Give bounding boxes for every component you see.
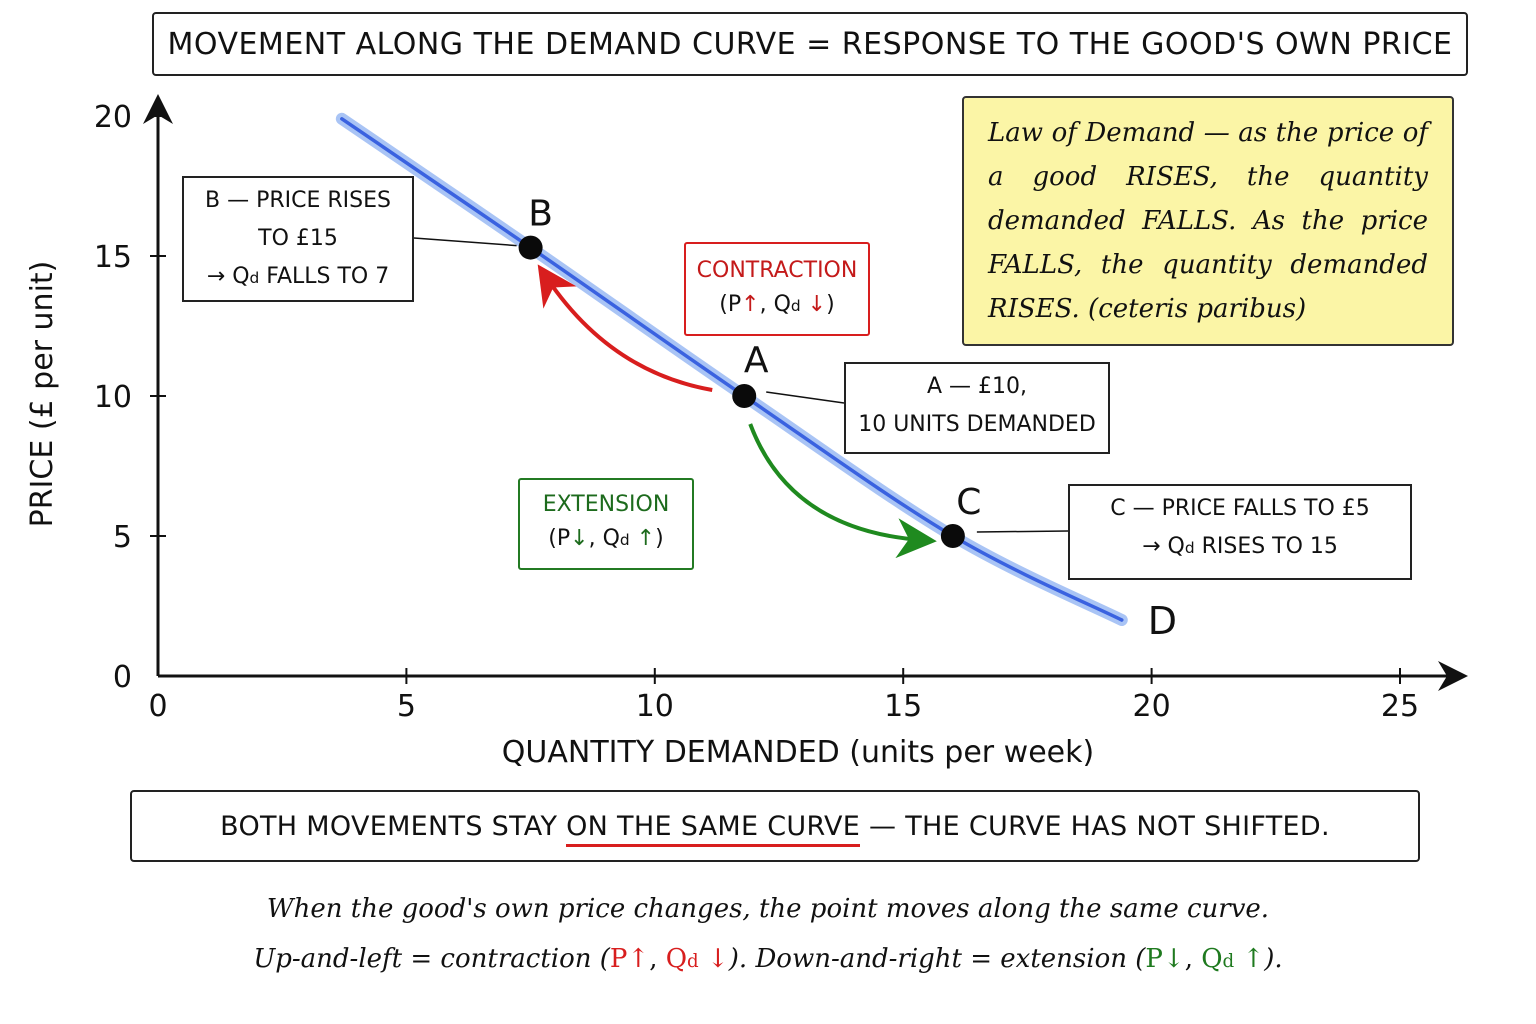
note-text: → Q [206,264,250,289]
caption-text: , [649,944,666,974]
subscript: d [687,951,699,972]
y-tick-label: 10 [94,380,132,415]
contraction-label: CONTRACTION [696,258,858,283]
point-b-note-line3: → Qd FALLS TO 7 [192,258,404,297]
down-arrow-icon: ↓ [570,526,589,551]
point-b [518,235,543,260]
same-curve-pre: BOTH MOVEMENTS STAY [220,810,567,842]
caption-p: P [1145,944,1163,974]
subscript: d [619,531,630,549]
contraction-detail: (P↑, Qd ↓) [686,288,868,323]
down-arrow-icon: ↓ [1162,944,1185,974]
detail-text: (P [719,292,742,317]
caption-text: ). [1264,944,1283,974]
same-curve-underlined: ON THE SAME CURVE [566,810,861,847]
detail-text: , Q [588,526,620,551]
contraction-label-box: CONTRACTION (P↑, Qd ↓) [684,242,870,336]
x-tick-label: 15 [884,689,922,724]
down-arrow-icon: ↓ [706,944,729,974]
caption-text: ). Down-and-right = extension ( [728,944,1146,974]
point-b-note-line2: TO £15 [258,226,338,251]
point-a-note-line1: A — £10, [926,374,1028,399]
up-arrow-icon: ↑ [1242,944,1265,974]
x-tick-label: 25 [1381,689,1419,724]
law-of-demand-box: Law of Demand — as the price of a good R… [962,96,1454,346]
point-label-c: C [956,482,981,523]
x-tick-label: 10 [636,689,674,724]
point-a-note-line2: 10 UNITS DEMANDED [858,412,1096,437]
caption-line2: Up-and-left = contraction (P↑, Qd ↓). Do… [0,934,1536,987]
curve-label-d: D [1148,599,1177,643]
same-curve-box: BOTH MOVEMENTS STAY ON THE SAME CURVE — … [130,790,1420,862]
extension-arrow [748,423,937,559]
caption-line1: When the good's own price changes, the p… [266,894,1270,924]
point-c-note-line1: C — PRICE FALLS TO £5 [1110,496,1370,521]
note-text: RISES TO 15 [1194,534,1338,559]
leader-line-a [766,391,845,404]
chart-title: MOVEMENT ALONG THE DEMAND CURVE = RESPON… [152,12,1468,76]
y-axis-label: PRICE (£ per unit) [25,261,60,528]
point-c-note: C — PRICE FALLS TO £5 → Qd RISES TO 15 [1068,484,1412,580]
extension-label: EXTENSION [542,492,670,517]
leader-line-b [413,237,517,247]
y-tick-label: 15 [94,240,132,275]
y-tick-label: 5 [113,520,132,555]
note-text: FALLS TO 7 [259,264,390,289]
detail-text: ) [826,292,835,317]
point-c [940,524,965,548]
caption-q: Q [1201,944,1223,974]
caption-p: P [609,944,628,974]
subscript: d [249,269,260,287]
point-label-b: B [528,194,553,235]
up-arrow-icon: ↑ [741,292,760,317]
same-curve-text: BOTH MOVEMENTS STAY ON THE SAME CURVE — … [220,810,1330,847]
extension-label-box: EXTENSION (P↓, Qd ↑) [518,478,694,570]
detail-text: , Q [759,292,791,317]
up-arrow-icon: ↑ [636,526,656,551]
caption-text: Up-and-left = contraction ( [253,944,610,974]
note-text: → Q [1142,534,1185,559]
same-curve-post: — THE CURVE HAS NOT SHIFTED. [860,810,1330,842]
detail-text: ) [655,526,664,551]
point-b-note: B — PRICE RISES TO £15 → Qd FALLS TO 7 [182,176,414,302]
subscript: d [1222,951,1235,972]
x-tick-label: 0 [148,689,167,724]
point-a-note: A — £10, 10 UNITS DEMANDED [844,362,1110,454]
caption-q: Q [665,944,688,974]
down-arrow-icon: ↓ [807,292,827,317]
x-axis-label: QUANTITY DEMANDED (units per week) [502,735,1094,770]
point-b-note-line1: B — PRICE RISES [205,188,391,213]
leader-line-c [976,530,1069,533]
caption-text: , [1184,944,1202,974]
point-a [732,384,757,408]
y-tick-label: 20 [94,100,132,135]
up-arrow-icon: ↑ [627,944,650,974]
chart-title-text: MOVEMENT ALONG THE DEMAND CURVE = RESPON… [167,26,1453,62]
law-of-demand-text: Law of Demand — as the price of a good R… [988,118,1428,324]
x-tick-label: 5 [397,689,416,724]
y-tick-label: 0 [113,660,132,695]
x-tick-label: 20 [1133,689,1171,724]
caption: When the good's own price changes, the p… [0,884,1536,987]
subscript: d [790,297,801,315]
point-label-a: A [744,340,769,381]
subscript: d [1184,539,1195,557]
extension-detail: (P↓, Qd ↑) [520,522,692,557]
contraction-arrow [537,264,713,392]
detail-text: (P [548,526,571,551]
point-c-note-line2: → Qd RISES TO 15 [1078,528,1402,567]
